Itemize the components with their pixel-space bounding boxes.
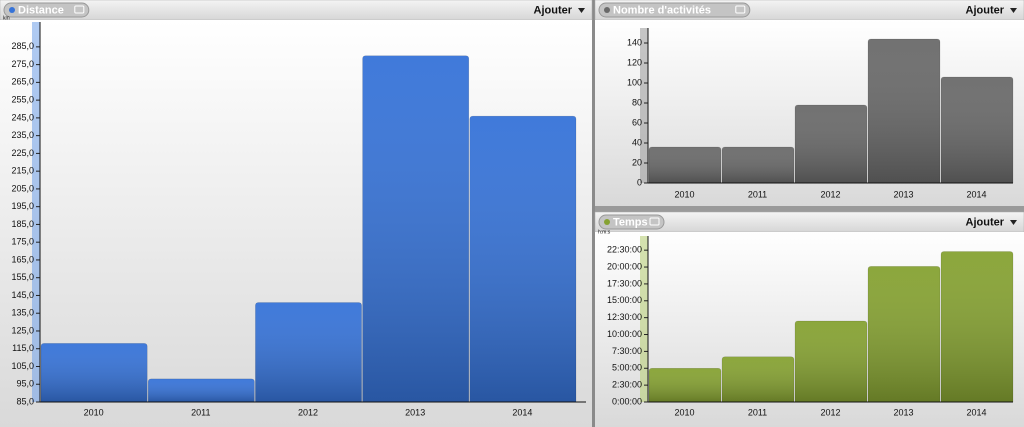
dropdown-arrow[interactable]: [578, 8, 585, 13]
y-tick-label: 0:00:00: [612, 396, 642, 406]
y-tick-label: 7:30:00: [612, 346, 642, 356]
x-tick-label: 2010: [674, 407, 694, 417]
divider: [595, 206, 1024, 212]
bar: [469, 115, 577, 403]
panel-title: Distance: [18, 4, 64, 16]
add-button[interactable]: Ajouter: [966, 4, 1005, 16]
x-tick-label: 2010: [674, 189, 694, 199]
y-tick-label: 205,0: [11, 183, 34, 193]
y-tick-label: 17:30:00: [607, 278, 642, 288]
y-tick-label: 225,0: [11, 148, 34, 158]
bar: [721, 146, 795, 184]
y-tick-label: 265,0: [11, 77, 34, 87]
x-tick-label: 2013: [893, 189, 913, 199]
y-tick-label: 40: [632, 137, 642, 147]
y-tick-label: 255,0: [11, 95, 34, 105]
bar: [147, 378, 255, 403]
bar: [648, 368, 722, 403]
bar: [794, 104, 868, 184]
x-tick-label: 2013: [405, 407, 425, 417]
y-tick-label: 10:00:00: [607, 329, 642, 339]
y-tick-label: 95,0: [16, 379, 34, 389]
comment-icon: [74, 5, 85, 14]
x-tick-label: 2012: [820, 407, 840, 417]
y-tick-label: 135,0: [11, 308, 34, 318]
bar: [867, 38, 941, 184]
axis-band: [640, 236, 648, 402]
x-tick-label: 2011: [748, 189, 767, 199]
panel-title: Nombre d'activités: [613, 4, 711, 16]
y-unit: h:m:s: [598, 229, 611, 235]
y-tick-label: 140: [627, 37, 642, 47]
add-button[interactable]: Ajouter: [534, 4, 573, 16]
y-tick-label: 120: [627, 57, 642, 67]
x-tick-label: 2012: [298, 407, 318, 417]
y-tick-label: 145,0: [11, 290, 34, 300]
y-tick-label: 275,0: [11, 59, 34, 69]
y-tick-label: 285,0: [11, 41, 34, 51]
y-tick-label: 215,0: [11, 166, 34, 176]
x-tick-label: 2013: [893, 407, 913, 417]
dropdown-arrow[interactable]: [1010, 8, 1017, 13]
bar: [867, 266, 941, 403]
y-tick-label: 80: [632, 97, 642, 107]
y-tick-label: 155,0: [11, 272, 34, 282]
y-tick-label: 125,0: [11, 325, 34, 335]
y-tick-label: 105,0: [11, 361, 34, 371]
y-tick-label: 165,0: [11, 254, 34, 264]
y-tick-label: 175,0: [11, 237, 34, 247]
y-tick-label: 100: [627, 77, 642, 87]
bar: [940, 251, 1014, 403]
y-tick-label: 195,0: [11, 201, 34, 211]
x-tick-label: 2012: [820, 189, 840, 199]
comment-icon: [649, 217, 660, 226]
x-tick-label: 2014: [966, 407, 986, 417]
axis-band: [32, 22, 40, 402]
y-tick-label: 115,0: [12, 343, 34, 353]
axis-band: [640, 28, 648, 183]
y-tick-label: 0: [637, 177, 642, 187]
x-tick-label: 2010: [84, 407, 104, 417]
y-tick-label: 245,0: [11, 112, 34, 122]
title-icon: [9, 7, 15, 13]
add-button[interactable]: Ajouter: [966, 216, 1005, 228]
bar: [940, 76, 1014, 184]
x-tick-label: 2011: [191, 407, 210, 417]
bar: [648, 146, 722, 184]
dropdown-arrow[interactable]: [1010, 220, 1017, 225]
y-tick-label: 85,0: [16, 396, 34, 406]
y-tick-label: 60: [632, 117, 642, 127]
bar: [255, 302, 362, 403]
bar: [362, 55, 470, 403]
title-pill: [3, 2, 90, 18]
comment-icon: [735, 5, 746, 14]
y-unit: km: [3, 15, 10, 21]
x-tick-label: 2011: [748, 407, 767, 417]
y-tick-label: 22:30:00: [607, 245, 642, 255]
x-tick-label: 2014: [966, 189, 986, 199]
y-tick-label: 5:00:00: [612, 363, 642, 373]
title-pill: [598, 2, 751, 18]
panel-title: Temps: [613, 216, 648, 228]
y-tick-label: 235,0: [11, 130, 34, 140]
y-tick-label: 20: [632, 157, 642, 167]
bar: [721, 356, 795, 403]
y-tick-label: 185,0: [11, 219, 34, 229]
x-tick-label: 2014: [512, 407, 532, 417]
divider: [592, 0, 595, 427]
bar: [794, 320, 868, 403]
title-pill: [598, 214, 665, 230]
y-tick-label: 2:30:00: [612, 380, 642, 390]
y-tick-label: 20:00:00: [607, 261, 642, 271]
y-tick-label: 15:00:00: [607, 295, 642, 305]
bar: [40, 343, 148, 403]
title-icon: [604, 219, 610, 225]
title-icon: [604, 7, 610, 13]
y-tick-label: 12:30:00: [607, 312, 642, 322]
